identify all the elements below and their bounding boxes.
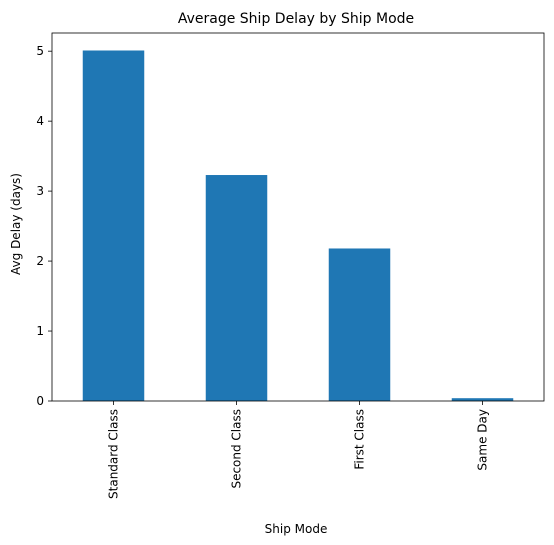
- x-axis-label: Ship Mode: [265, 522, 328, 536]
- y-axis-ticks: 0 1 2 3 4 5: [36, 44, 52, 408]
- chart-title: Average Ship Delay by Ship Mode: [178, 11, 414, 27]
- bar-series: [82, 50, 514, 402]
- x-axis-ticks: Standard Class Second Class First Class Sam…: [107, 401, 490, 499]
- y-axis-label: Avg Delay (days): [9, 173, 23, 275]
- bar-first-class: [328, 248, 391, 401]
- y-tick-label: 5: [36, 44, 44, 58]
- x-tick-label: First Class: [353, 409, 367, 470]
- x-tick-label: Standard Class: [107, 409, 121, 499]
- y-tick-label: 2: [36, 254, 44, 268]
- x-tick-label: Second Class: [230, 409, 244, 489]
- y-tick-label: 0: [36, 394, 44, 408]
- bar-same-day: [451, 398, 514, 401]
- y-tick-label: 1: [36, 324, 44, 338]
- bar-standard-class: [82, 50, 145, 402]
- x-tick-label: Same Day: [476, 409, 490, 471]
- y-tick-label: 3: [36, 184, 44, 198]
- plot-frame: [51, 32, 545, 402]
- y-tick-label: 4: [36, 114, 44, 128]
- bar-second-class: [205, 175, 268, 401]
